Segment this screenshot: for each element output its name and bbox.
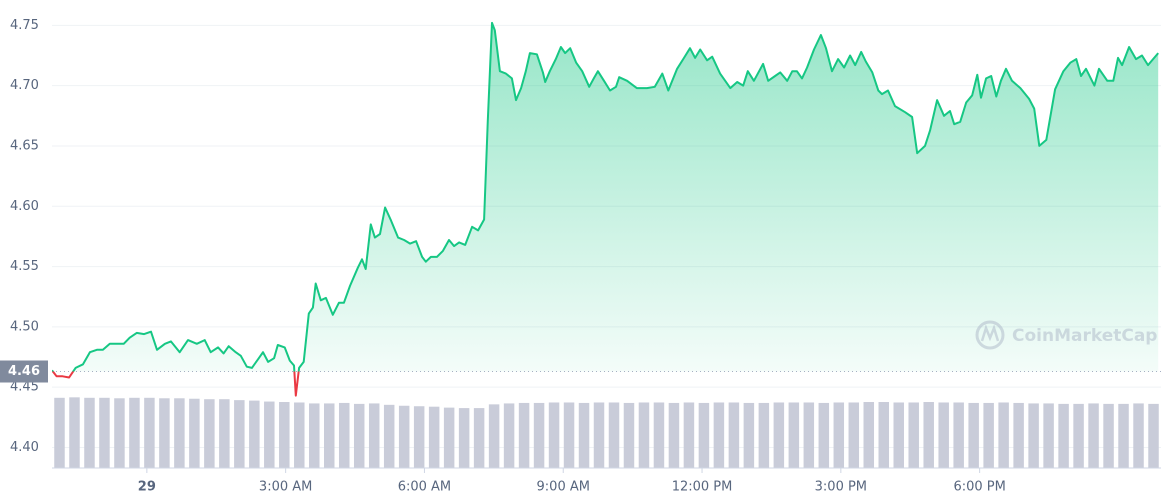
volume-bar (1043, 403, 1054, 468)
volume-bar (758, 402, 770, 468)
y-tick-label: 4.75 (10, 18, 39, 33)
volume-bar (548, 402, 560, 468)
x-tick-label: 6:00 PM (953, 480, 1005, 495)
volume-bar (1028, 403, 1039, 468)
volume-bar (204, 399, 215, 468)
volume-bar (159, 398, 170, 468)
price-line-up (52, 21, 1159, 372)
volume-bar (518, 402, 530, 468)
volume-bar (488, 404, 500, 468)
volume-bar (69, 397, 80, 468)
volume-bar (189, 398, 200, 468)
volume-bar (1103, 403, 1114, 468)
volume-bar (428, 406, 440, 468)
volume-bar (728, 402, 740, 468)
volume-bar (968, 402, 979, 468)
y-tick-label: 4.65 (10, 138, 39, 153)
volume-bar (353, 403, 365, 468)
volume-bar (279, 402, 290, 468)
volume-bar (938, 402, 949, 468)
volume-bar (473, 408, 485, 468)
volume-bar (219, 399, 230, 468)
y-tick-label: 4.50 (10, 319, 39, 334)
volume-bar (458, 408, 470, 468)
volume-bar (174, 398, 185, 468)
volume-bar (788, 402, 800, 468)
volume-bar (908, 402, 919, 468)
volume-bar (833, 402, 845, 468)
volume-bar (264, 401, 275, 468)
volume-bar (983, 402, 994, 468)
reference-label: 4.46 (8, 364, 40, 379)
volume-bar (623, 402, 635, 468)
volume-bar (1118, 403, 1129, 468)
x-tick-label: 9:00 AM (537, 480, 590, 495)
volume-bar (683, 402, 695, 468)
volume-bar (863, 402, 875, 468)
volume-bar (443, 407, 455, 468)
x-tick-label: 12:00 PM (672, 480, 733, 495)
y-tick-label: 4.70 (10, 78, 39, 93)
volume-bar (129, 397, 140, 468)
x-tick-label: 29 (138, 480, 156, 495)
volume-bar (503, 403, 515, 468)
volume-bar (234, 400, 245, 468)
volume-bar (848, 402, 860, 468)
volume-bar (1058, 403, 1069, 468)
volume-bar (638, 402, 650, 468)
volume-bar (338, 402, 350, 468)
watermark-logo (975, 320, 1005, 350)
y-tick-label: 4.60 (10, 199, 39, 214)
y-tick-label: 4.45 (10, 380, 39, 395)
volume-bar (398, 405, 410, 468)
volume-bar (668, 402, 680, 468)
volume-bar (893, 402, 904, 468)
volume-bar (324, 403, 335, 468)
x-tick-label: 3:00 PM (815, 480, 867, 495)
volume-bar (653, 402, 665, 468)
volume-bar (144, 397, 155, 468)
volume-bar (368, 403, 380, 468)
volume-bar (593, 402, 605, 468)
volume-bar (84, 397, 95, 468)
volume-bar (309, 403, 320, 468)
price-area (52, 22, 1159, 372)
volume-bar (1133, 403, 1144, 468)
volume-bar (563, 402, 575, 468)
volume-bar (608, 402, 620, 468)
volume-bar (383, 404, 395, 468)
x-tick-label: 3:00 AM (259, 480, 312, 495)
volume-bar (1088, 403, 1099, 468)
volume-bar (713, 402, 725, 468)
volume-bar (923, 402, 934, 468)
volume-bar (743, 402, 755, 468)
reference-label-box (0, 360, 48, 383)
y-tick-label: 4.55 (10, 259, 39, 274)
watermark: CoinMarketCap (975, 320, 1157, 350)
volume-bar (1073, 403, 1084, 468)
volume-bar (413, 406, 425, 468)
volume-bar (1013, 402, 1024, 468)
volume-bar (818, 402, 830, 468)
volume-bar (578, 402, 590, 468)
volume-bar (54, 397, 65, 468)
volume-bar (878, 402, 889, 468)
volume-bar (698, 402, 710, 468)
watermark-text: CoinMarketCap (1012, 326, 1157, 346)
y-tick-label: 4.40 (10, 440, 39, 455)
volume-bar (1148, 403, 1159, 468)
volume-bar (803, 402, 815, 468)
volume-bar (533, 402, 545, 468)
volume-bar (773, 402, 785, 468)
watermark-logo-mark (980, 324, 1000, 342)
x-tick-label: 6:00 AM (398, 480, 451, 495)
volume-bar (998, 402, 1009, 468)
volume-bar (249, 400, 260, 468)
volume-bar (953, 402, 964, 468)
volume-bar (294, 402, 305, 468)
volume-bar (114, 398, 125, 468)
volume-bar (99, 397, 110, 468)
